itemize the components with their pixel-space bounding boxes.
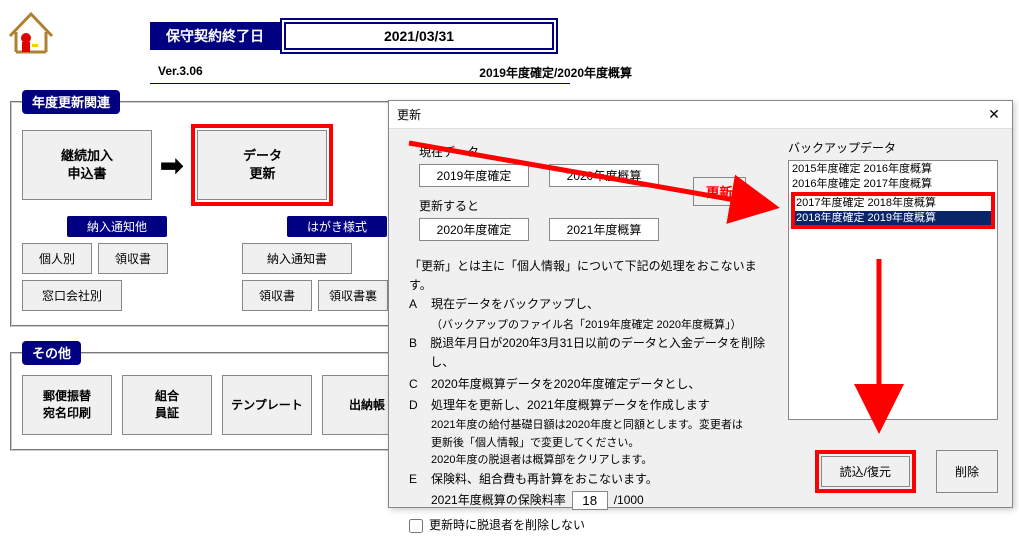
contract-end-date: 2021/03/31 [284,22,554,50]
restore-highlight: 読込/復元 [815,450,916,493]
backup-item[interactable]: 2016年度確定 2017年度概算 [791,177,995,192]
sub-label-postcard: はがき様式 [287,216,387,237]
data-update-button[interactable]: データ 更新 [197,130,327,200]
desc-d: 処理年を更新し、2021年度概算データを作成します [431,396,710,415]
desc-d-sub1: 2021年度の給付基礎日額は2020年度と同額とします。変更者は [431,417,769,435]
current-estimate-box: 2020年度概算 [549,164,659,187]
after-estimate-box: 2021年度概算 [549,218,659,241]
no-delete-checkbox[interactable] [409,519,423,533]
template-button[interactable]: テンプレート [222,375,312,435]
after-update-label: 更新すると [419,197,659,214]
version-row: Ver.3.06 2019年度確定/2020年度概算 [150,62,570,84]
data-update-highlight: データ 更新 [191,124,333,206]
desc-d-sub2: 更新後「個人情報」で変更してください。 [431,435,769,453]
desc-c: 2020年度概算データを2020年度確定データとし、 [431,375,700,394]
version-text: Ver.3.06 [158,64,203,81]
desc-e: 保険料、組合費も再計算をおこないます。 [431,470,658,489]
backup-item[interactable]: 2015年度確定 2016年度概算 [791,162,995,177]
contract-end-label: 保守契約終了日 [150,22,280,50]
counter-company-button[interactable]: 窓口会社別 [22,280,122,311]
desc-b: 脱退年月日が2020年3月31日以前のデータと入金データを削除し、 [430,334,769,372]
current-data-label: 現在データ [419,143,659,160]
update-dialog: 更新 ✕ 現在データ 2019年度確定 2020年度概算 更新すると 2020年… [388,100,1013,508]
arrow-icon: ➡ [160,149,183,182]
update-button[interactable]: 更新 [693,177,746,206]
restore-button[interactable]: 読込/復元 [821,456,910,487]
close-icon[interactable]: ✕ [984,105,1004,125]
no-delete-label: 更新時に脱退者を削除しない [429,516,585,535]
backup-item[interactable]: 2017年度確定 2018年度概算 [795,196,991,211]
dialog-title: 更新 [397,106,421,123]
panel-other-legend: その他 [22,341,81,365]
desc-d-sub3: 2020年度の脱退者は概算部をクリアします。 [431,452,769,470]
dialog-title-bar: 更新 ✕ [389,101,1012,129]
rate-label: 2021年度概算の保険料率 [431,491,566,510]
backup-label: バックアップデータ [788,139,998,156]
header-bar: 保守契約終了日 2021/03/31 [150,18,558,54]
payment-notice-button[interactable]: 納入通知書 [242,243,352,274]
desc-a-sub: （バックアップのファイル名「2019年度確定 2020年度概算」） [431,317,769,335]
rate-suffix: /1000 [614,491,644,510]
rate-input[interactable] [572,491,608,510]
panel-year-update-legend: 年度更新関連 [22,90,120,114]
postal-transfer-button[interactable]: 郵便振替 宛名印刷 [22,375,112,435]
receipt-postcard-button[interactable]: 領収書 [242,280,312,311]
backup-highlight: 2017年度確定 2018年度概算 2018年度確定 2019年度概算 [791,192,995,230]
app-logo [8,8,54,54]
after-confirm-box: 2020年度確定 [419,218,529,241]
backup-item-selected[interactable]: 2018年度確定 2019年度概算 [795,211,991,226]
sub-label-notice: 納入通知他 [67,216,167,237]
desc-intro: 「更新」とは主に「個人情報」について下記の処理をおこないます。 [409,257,769,295]
continue-application-button[interactable]: 継続加入 申込書 [22,130,152,200]
receipt-back-button[interactable]: 領収書裏 [318,280,388,311]
member-card-button[interactable]: 組合 員証 [122,375,212,435]
individual-button[interactable]: 個人別 [22,243,92,274]
backup-list[interactable]: 2015年度確定 2016年度概算 2016年度確定 2017年度概算 2017… [788,160,998,420]
desc-a: 現在データをバックアップし、 [431,295,599,314]
year-status: 2019年度確定/2020年度概算 [479,64,632,81]
receipt-button[interactable]: 領収書 [98,243,168,274]
delete-button[interactable]: 削除 [936,450,998,493]
current-confirm-box: 2019年度確定 [419,164,529,187]
